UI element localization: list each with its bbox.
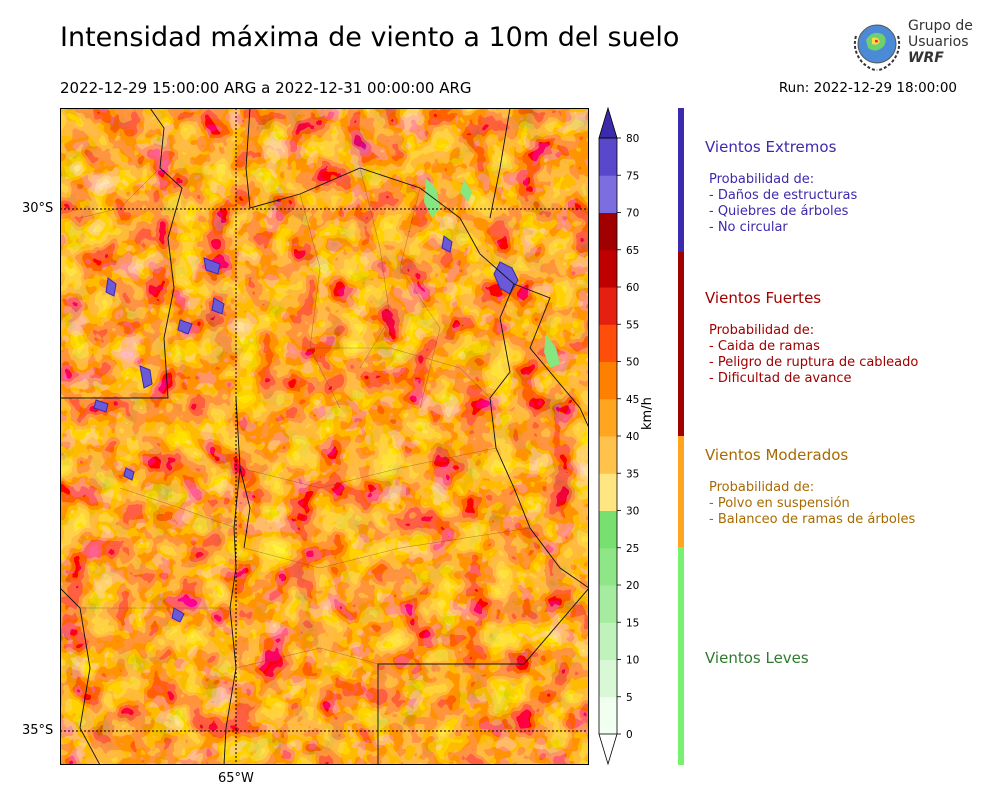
colorbar-segment — [599, 436, 617, 474]
colorbar-segment — [599, 249, 617, 288]
colorbar-segment — [599, 212, 617, 251]
colorbar-segment — [599, 324, 617, 362]
category-title-leves: Vientos Leves — [705, 649, 809, 667]
colorbar-segment — [599, 510, 617, 549]
category-bar-extremos — [678, 108, 684, 252]
colorbar-segment — [599, 287, 617, 325]
lat-label-30s: 30°S — [22, 201, 54, 216]
colorbar-segments — [598, 106, 618, 766]
colorbar-tick-label: 65 — [626, 245, 639, 257]
colorbar-tick-label: 10 — [626, 655, 639, 667]
logo-text-line2: Usuarios — [908, 34, 969, 50]
colorbar-tick-label: 50 — [626, 357, 639, 369]
page-title: Intensidad máxima de viento a 10m del su… — [60, 22, 680, 53]
wrf-logo: Grupo de Usuarios WRF — [848, 16, 973, 74]
light-wind-patches — [424, 178, 560, 368]
period-subtitle: 2022-12-29 15:00:00 ARG a 2022-12-31 00:… — [60, 79, 472, 97]
colorbar-segment — [599, 659, 617, 698]
colorbar-tick-label: 80 — [626, 133, 639, 145]
colorbar-tick-label: 40 — [626, 431, 639, 443]
globe-laurel-icon — [853, 24, 901, 71]
colorbar-segment — [599, 547, 617, 586]
colorbar-tick-label: 0 — [626, 729, 633, 741]
category-desc-moderados: Probabilidad de: - Polvo en suspensión -… — [709, 480, 916, 527]
colorbar-tick-label: 20 — [626, 580, 639, 592]
category-title-moderados: Vientos Moderados — [705, 446, 849, 464]
category-title-extremos: Vientos Extremos — [705, 138, 837, 156]
colorbar: 0 5 10 15 20 25 30 35 40 45 50 55 60 65 70 75 80 — [598, 106, 639, 766]
colorbar-tick-label: 60 — [626, 282, 639, 294]
colorbar-segment — [599, 361, 617, 400]
colorbar-over-triangle — [598, 106, 618, 139]
colorbar-unit: km/h — [640, 397, 655, 430]
province-borders — [60, 108, 589, 765]
run-timestamp: Run: 2022-12-29 18:00:00 — [778, 80, 957, 96]
wind-field — [60, 108, 589, 765]
category-bar-leves — [678, 547, 684, 765]
department-borders — [79, 167, 531, 669]
colorbar-ticks: 0 5 10 15 20 25 30 35 40 45 50 55 60 65 70 75 80 — [617, 133, 639, 741]
extreme-wind-patches — [93, 235, 519, 623]
colorbar-tick-label: 70 — [626, 208, 639, 220]
colorbar-tick-label: 35 — [626, 468, 639, 480]
colorbar-tick-label: 25 — [626, 543, 639, 555]
colorbar-segment — [599, 622, 617, 660]
colorbar-segment — [599, 138, 617, 176]
category-desc-fuertes: Probabilidad de: - Caida de ramas - Peli… — [709, 323, 919, 386]
colorbar-tick-label: 15 — [626, 617, 639, 629]
colorbar-segment — [599, 398, 617, 437]
logo-text-line1: Grupo de — [908, 18, 973, 34]
category-bar-moderados — [678, 436, 684, 547]
wind-map — [60, 108, 589, 765]
category-title-fuertes: Vientos Fuertes — [705, 289, 822, 307]
map-frame — [60, 108, 589, 765]
colorbar-tick-label: 30 — [626, 506, 639, 518]
category-bar-fuertes — [678, 252, 684, 436]
lat-label-35s: 35°S — [22, 723, 54, 738]
colorbar-segment — [599, 175, 617, 213]
colorbar-under-triangle — [598, 733, 618, 766]
category-desc-extremos: Probabilidad de: - Daños de estructuras … — [709, 172, 858, 235]
colorbar-tick-label: 45 — [626, 394, 639, 406]
colorbar-tick-label: 55 — [626, 319, 639, 331]
lon-label-65w: 65°W — [218, 771, 254, 786]
logo-text-line3: WRF — [908, 50, 944, 66]
colorbar-segment — [599, 696, 617, 735]
colorbar-segment — [599, 473, 617, 511]
colorbar-tick-label: 75 — [626, 170, 639, 182]
colorbar-tick-label: 5 — [626, 692, 633, 704]
colorbar-segment — [599, 585, 617, 623]
graticule — [60, 108, 589, 765]
